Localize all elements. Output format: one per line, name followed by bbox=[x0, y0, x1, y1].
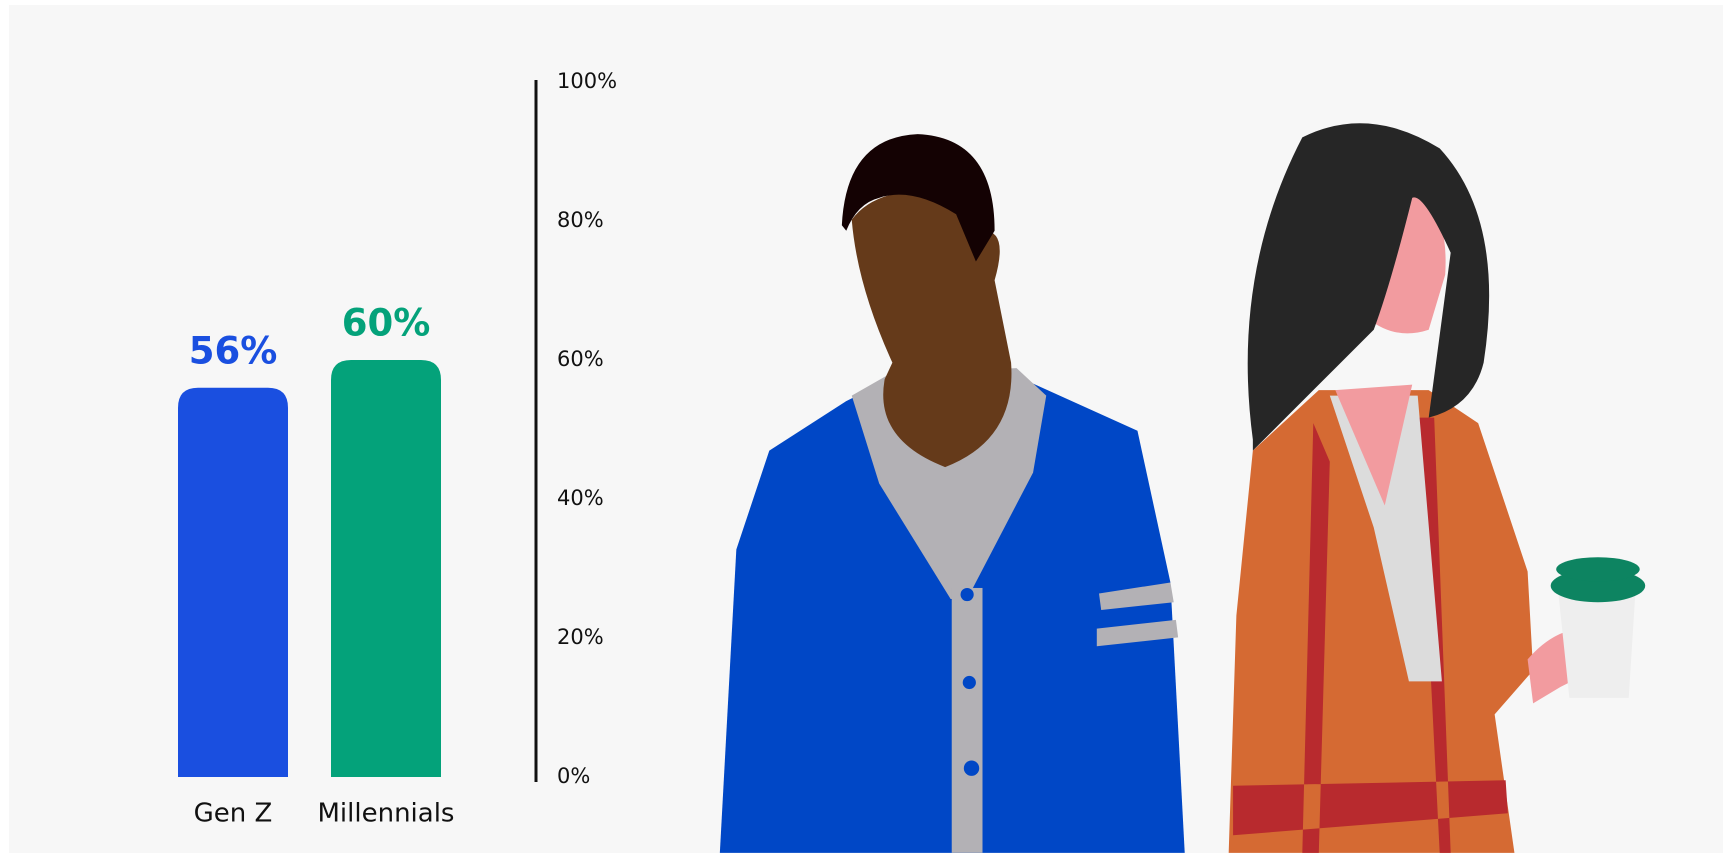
y-tick-label: 100% bbox=[557, 69, 617, 93]
y-tick-label: 80% bbox=[557, 208, 604, 232]
button bbox=[963, 676, 976, 689]
x-tick-label: Gen Z bbox=[194, 799, 273, 829]
chart: 0% 20% 40% 60% 80% 100% 56% Gen Z 60% Millennials bbox=[0, 0, 1723, 853]
button bbox=[961, 588, 974, 601]
value-label: 60% bbox=[342, 302, 431, 345]
cup-lid-top bbox=[1556, 557, 1640, 581]
y-tick-label: 60% bbox=[557, 347, 604, 371]
x-tick-label: Millennials bbox=[318, 799, 455, 829]
y-tick-label: 20% bbox=[557, 625, 604, 649]
y-tick-label: 40% bbox=[557, 486, 604, 510]
bar bbox=[331, 360, 441, 777]
page: {"chart_data": {"type": "bar", "categori… bbox=[0, 0, 1723, 853]
bar bbox=[178, 388, 288, 777]
y-tick-label: 0% bbox=[557, 764, 590, 788]
button bbox=[964, 761, 979, 776]
cup bbox=[1558, 593, 1635, 697]
man-placket bbox=[952, 588, 983, 853]
value-label: 56% bbox=[189, 329, 278, 372]
